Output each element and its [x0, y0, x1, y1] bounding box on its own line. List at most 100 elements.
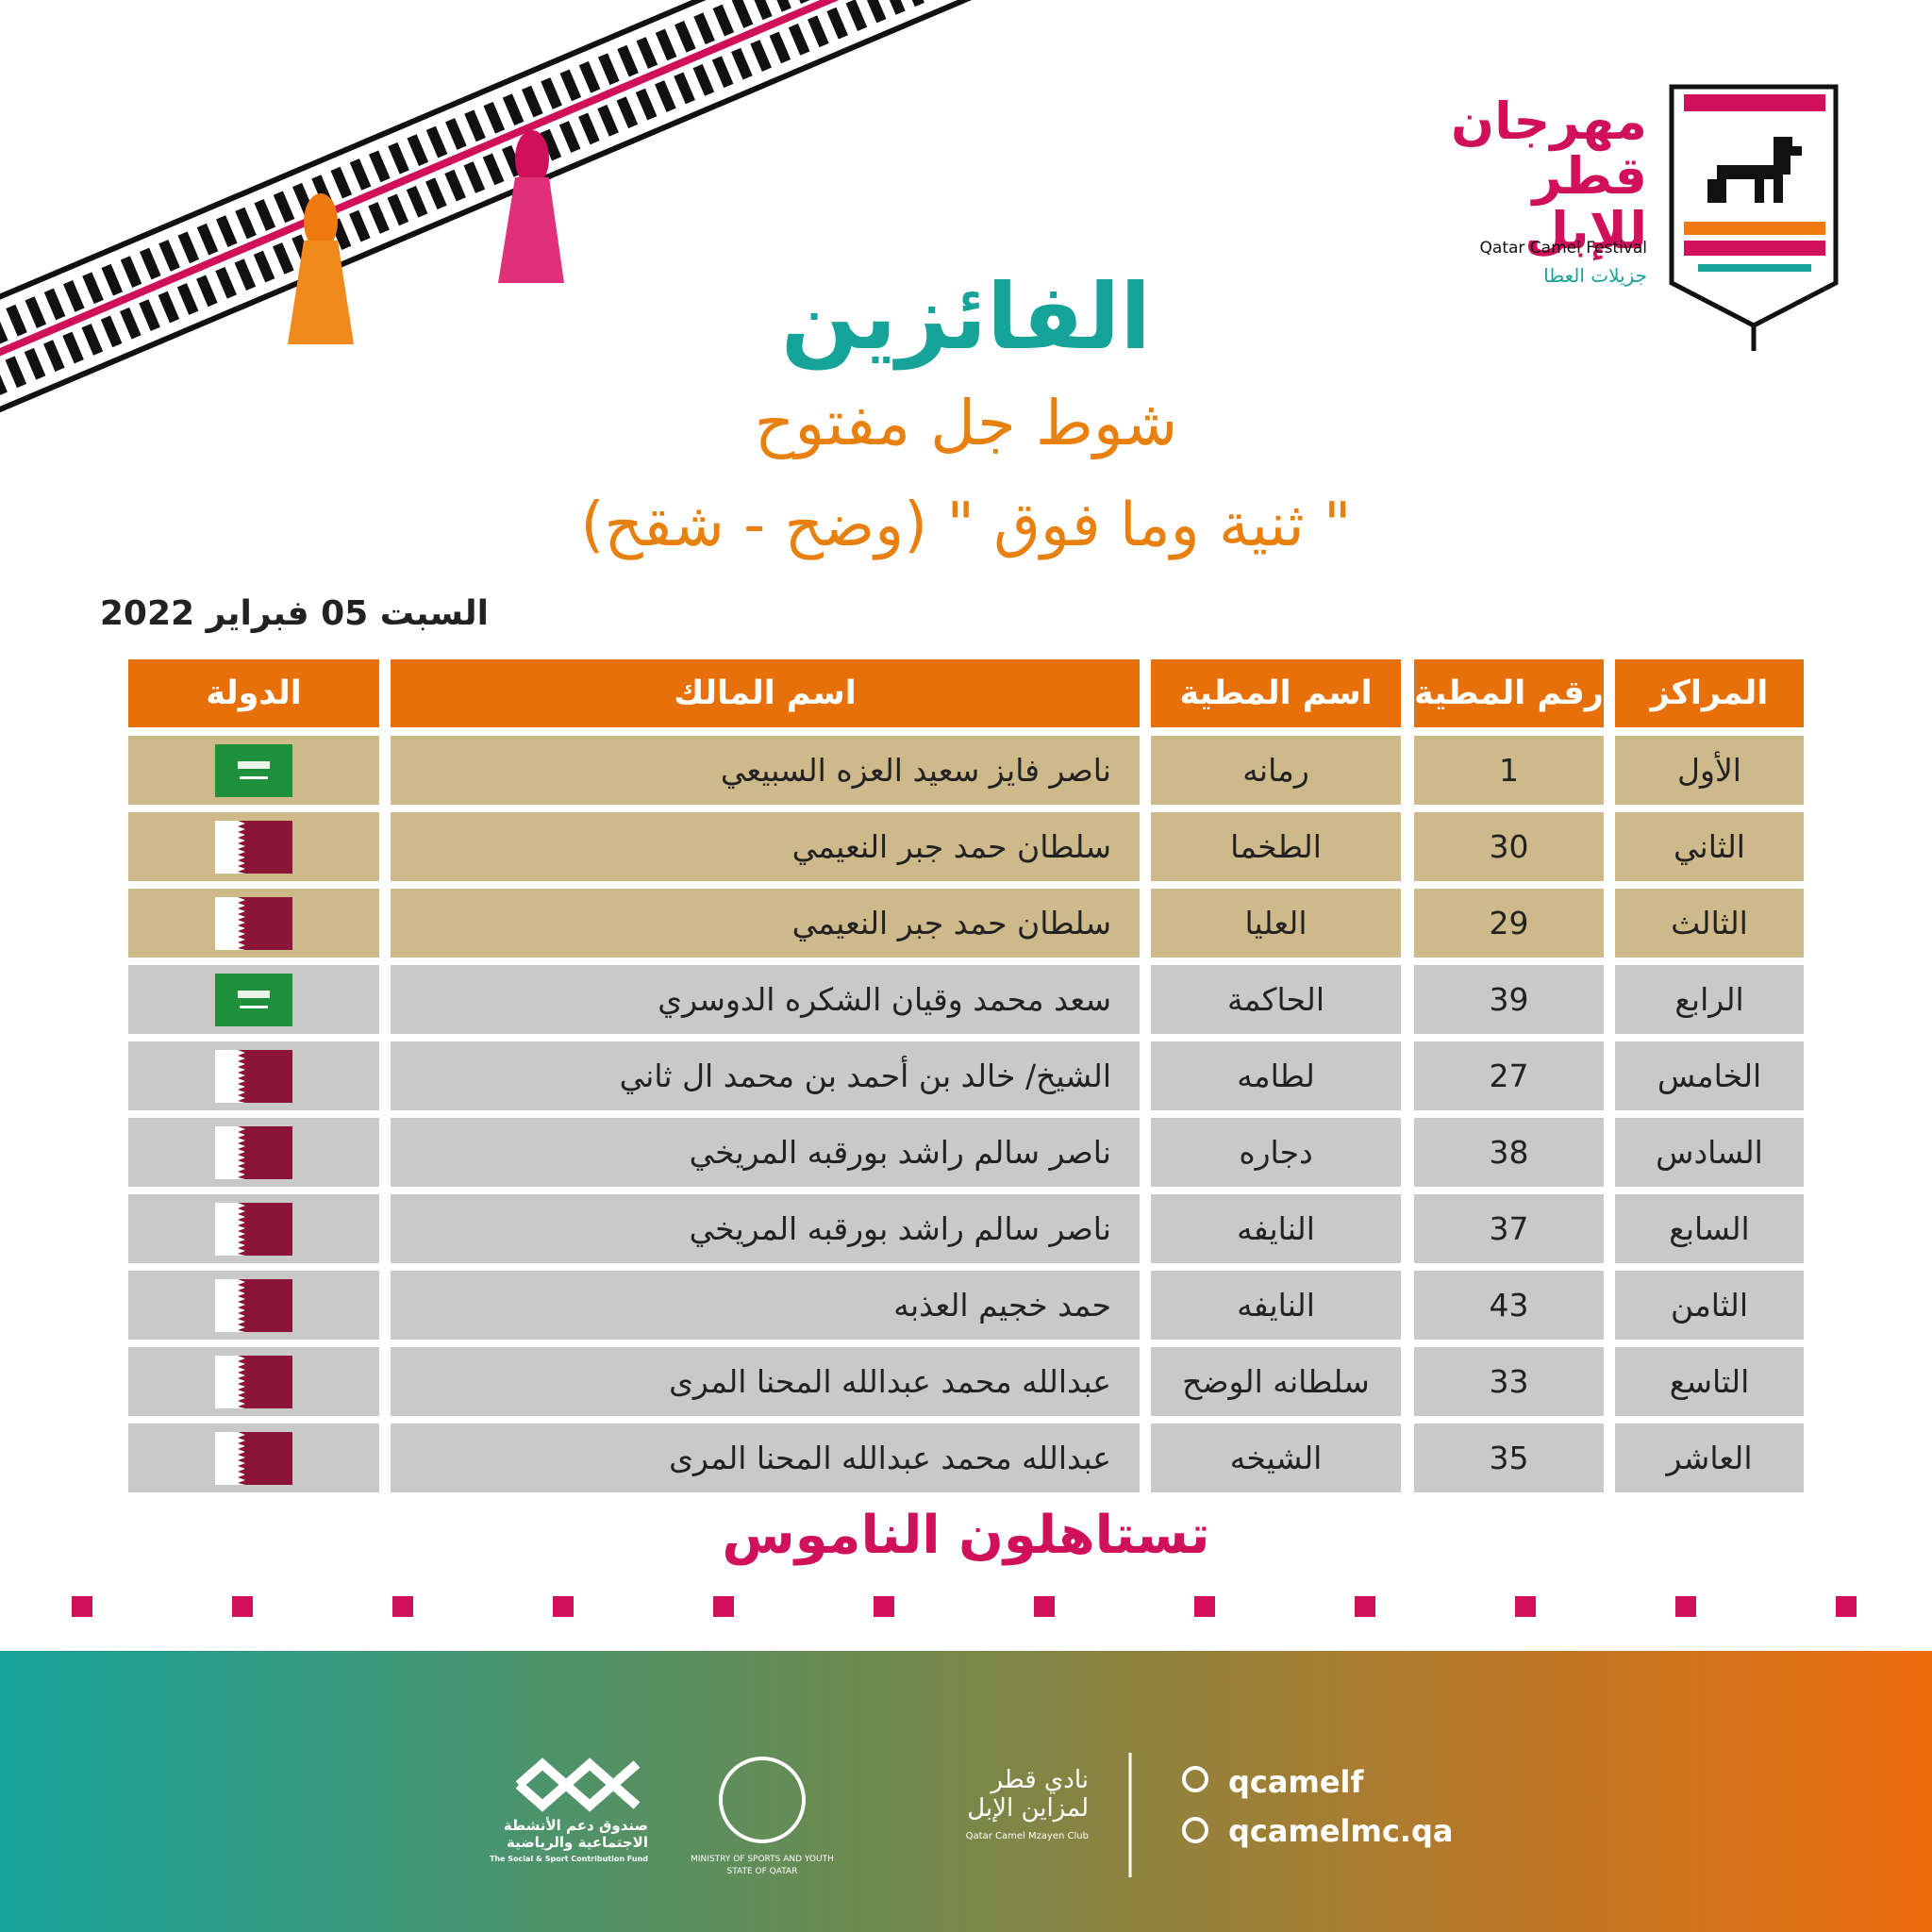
- header-cell: الدولة: [128, 659, 379, 727]
- country: [128, 1118, 379, 1187]
- country: [128, 1424, 379, 1492]
- camel-name: رمانه: [1151, 736, 1401, 805]
- fund-logo-text: صندوق دعم الأنشطة الاجتماعية والرياضية T…: [490, 1817, 648, 1868]
- header-cell: المراكز: [1615, 659, 1804, 727]
- owner-name: ناصر فايز سعيد العزه السبيعي: [391, 736, 1140, 805]
- title: الفائزين: [780, 264, 1152, 370]
- camel-number: 35: [1414, 1424, 1604, 1492]
- camel-number: 33: [1414, 1347, 1604, 1416]
- sponsor-line: الاجتماعية والرياضية: [506, 1834, 648, 1851]
- country: [128, 1194, 379, 1263]
- camel-number: 38: [1414, 1118, 1604, 1187]
- ministry-emblem: [719, 1757, 806, 1843]
- pattern-dot: [1836, 1596, 1857, 1617]
- sponsor-english: The Social & Sport Contribution Fund: [489, 1855, 648, 1863]
- sponsor-line: MINISTRY OF SPORTS AND YOUTH: [691, 1855, 834, 1864]
- camel-number: 39: [1414, 965, 1604, 1034]
- owner-name: عبدالله محمد عبدالله المحنا المرى: [391, 1347, 1140, 1416]
- header-cell: رقم المطية: [1414, 659, 1604, 727]
- owner-name: سلطان حمد جبر النعيمي: [391, 812, 1140, 881]
- rank: الأول: [1615, 736, 1804, 805]
- woven-band: [0, 0, 1291, 421]
- ministry-logo-text: MINISTRY OF SPORTS AND YOUTH STATE OF QA…: [668, 1854, 857, 1878]
- pattern-step: [481, 1585, 641, 1651]
- pattern-step: [802, 1585, 962, 1651]
- rank: الثاني: [1615, 812, 1804, 881]
- owner-name: ناصر سالم راشد بورقبه المريخي: [391, 1194, 1140, 1263]
- pattern-dot: [72, 1596, 92, 1617]
- rank: الرابع: [1615, 965, 1804, 1034]
- pattern-step: [0, 1585, 160, 1651]
- camel-name: الشيخه: [1151, 1424, 1401, 1492]
- flag: [215, 743, 292, 797]
- logo-line: للإبل: [1524, 201, 1647, 260]
- camel-number: 27: [1414, 1041, 1604, 1110]
- country: [128, 812, 379, 881]
- rank: السابع: [1615, 1194, 1804, 1263]
- sponsor-line: نادي قطر: [991, 1766, 1089, 1794]
- pattern-step: [1283, 1585, 1443, 1651]
- logo-english: Qatar Camel Festival: [1479, 239, 1647, 258]
- rank: العاشر: [1615, 1424, 1804, 1492]
- header-cell: اسم المالك: [391, 659, 1140, 727]
- camel-name: النايفه: [1151, 1271, 1401, 1340]
- rank: الثامن: [1615, 1271, 1804, 1340]
- sponsor-line: STATE OF QATAR: [726, 1867, 798, 1876]
- pattern-step: [1443, 1585, 1604, 1651]
- pattern-step: [321, 1585, 481, 1651]
- pattern-dot: [713, 1596, 734, 1617]
- pattern-step: [641, 1585, 802, 1651]
- owner-name: ناصر سالم راشد بورقبه المريخي: [391, 1118, 1140, 1187]
- pattern-dot: [553, 1596, 574, 1617]
- flag: [215, 820, 292, 874]
- pattern-dot: [1034, 1596, 1055, 1617]
- country: [128, 889, 379, 958]
- camel-name: الطخما: [1151, 812, 1401, 881]
- logo-tagline: جزيلات العطا: [1543, 264, 1647, 287]
- festival-logo-text: مهرجان قطر للإبل: [1451, 94, 1647, 258]
- camel-number: 1: [1414, 736, 1604, 805]
- website: qcamelmc.qa: [1228, 1813, 1454, 1849]
- subtitle: شوط جل مفتوح: [754, 387, 1178, 459]
- footer-icons: [1182, 1766, 1208, 1843]
- camel-name: دجاره: [1151, 1118, 1401, 1187]
- camel-number: 29: [1414, 889, 1604, 958]
- flag: [215, 1278, 292, 1332]
- owner-name: حمد خجيم العذبه: [391, 1271, 1140, 1340]
- camel-name: الحاكمة: [1151, 965, 1401, 1034]
- country: [128, 736, 379, 805]
- sponsor-line: صندوق دعم الأنشطة: [503, 1817, 648, 1834]
- fund-emblem: [515, 1757, 641, 1812]
- camel-number: 30: [1414, 812, 1604, 881]
- logo-line: مهرجان: [1451, 92, 1647, 151]
- pattern-step: [1764, 1585, 1924, 1651]
- pattern-dot: [392, 1596, 413, 1617]
- header-cell: اسم المطية: [1151, 659, 1401, 727]
- country: [128, 1041, 379, 1110]
- pattern-step: [962, 1585, 1123, 1651]
- tassel: [288, 130, 564, 344]
- pattern-dot: [874, 1596, 894, 1617]
- camel-name: العليا: [1151, 889, 1401, 958]
- flag: [215, 973, 292, 1026]
- category: " ثنية وما فوق " (وضح - شقح): [580, 491, 1352, 560]
- pattern-dot: [1355, 1596, 1375, 1617]
- camel-number: 37: [1414, 1194, 1604, 1263]
- flag: [215, 1355, 292, 1408]
- camel-name: سلطانه الوضح: [1151, 1347, 1401, 1416]
- pattern-dot: [1675, 1596, 1696, 1617]
- club-logo-text: نادي قطر لمزاين الإبل Qatar Camel Mzayen…: [966, 1766, 1089, 1851]
- camel-number: 43: [1414, 1271, 1604, 1340]
- country: [128, 1347, 379, 1416]
- flag: [215, 1202, 292, 1256]
- flag: [215, 1431, 292, 1485]
- camel-name: لطامه: [1151, 1041, 1401, 1110]
- sponsor-line: لمزاين الإبل: [967, 1794, 1089, 1823]
- country: [128, 1271, 379, 1340]
- social-handle: qcamelf: [1228, 1764, 1364, 1800]
- footer-band: [0, 1585, 1932, 1932]
- flag: [215, 1049, 292, 1103]
